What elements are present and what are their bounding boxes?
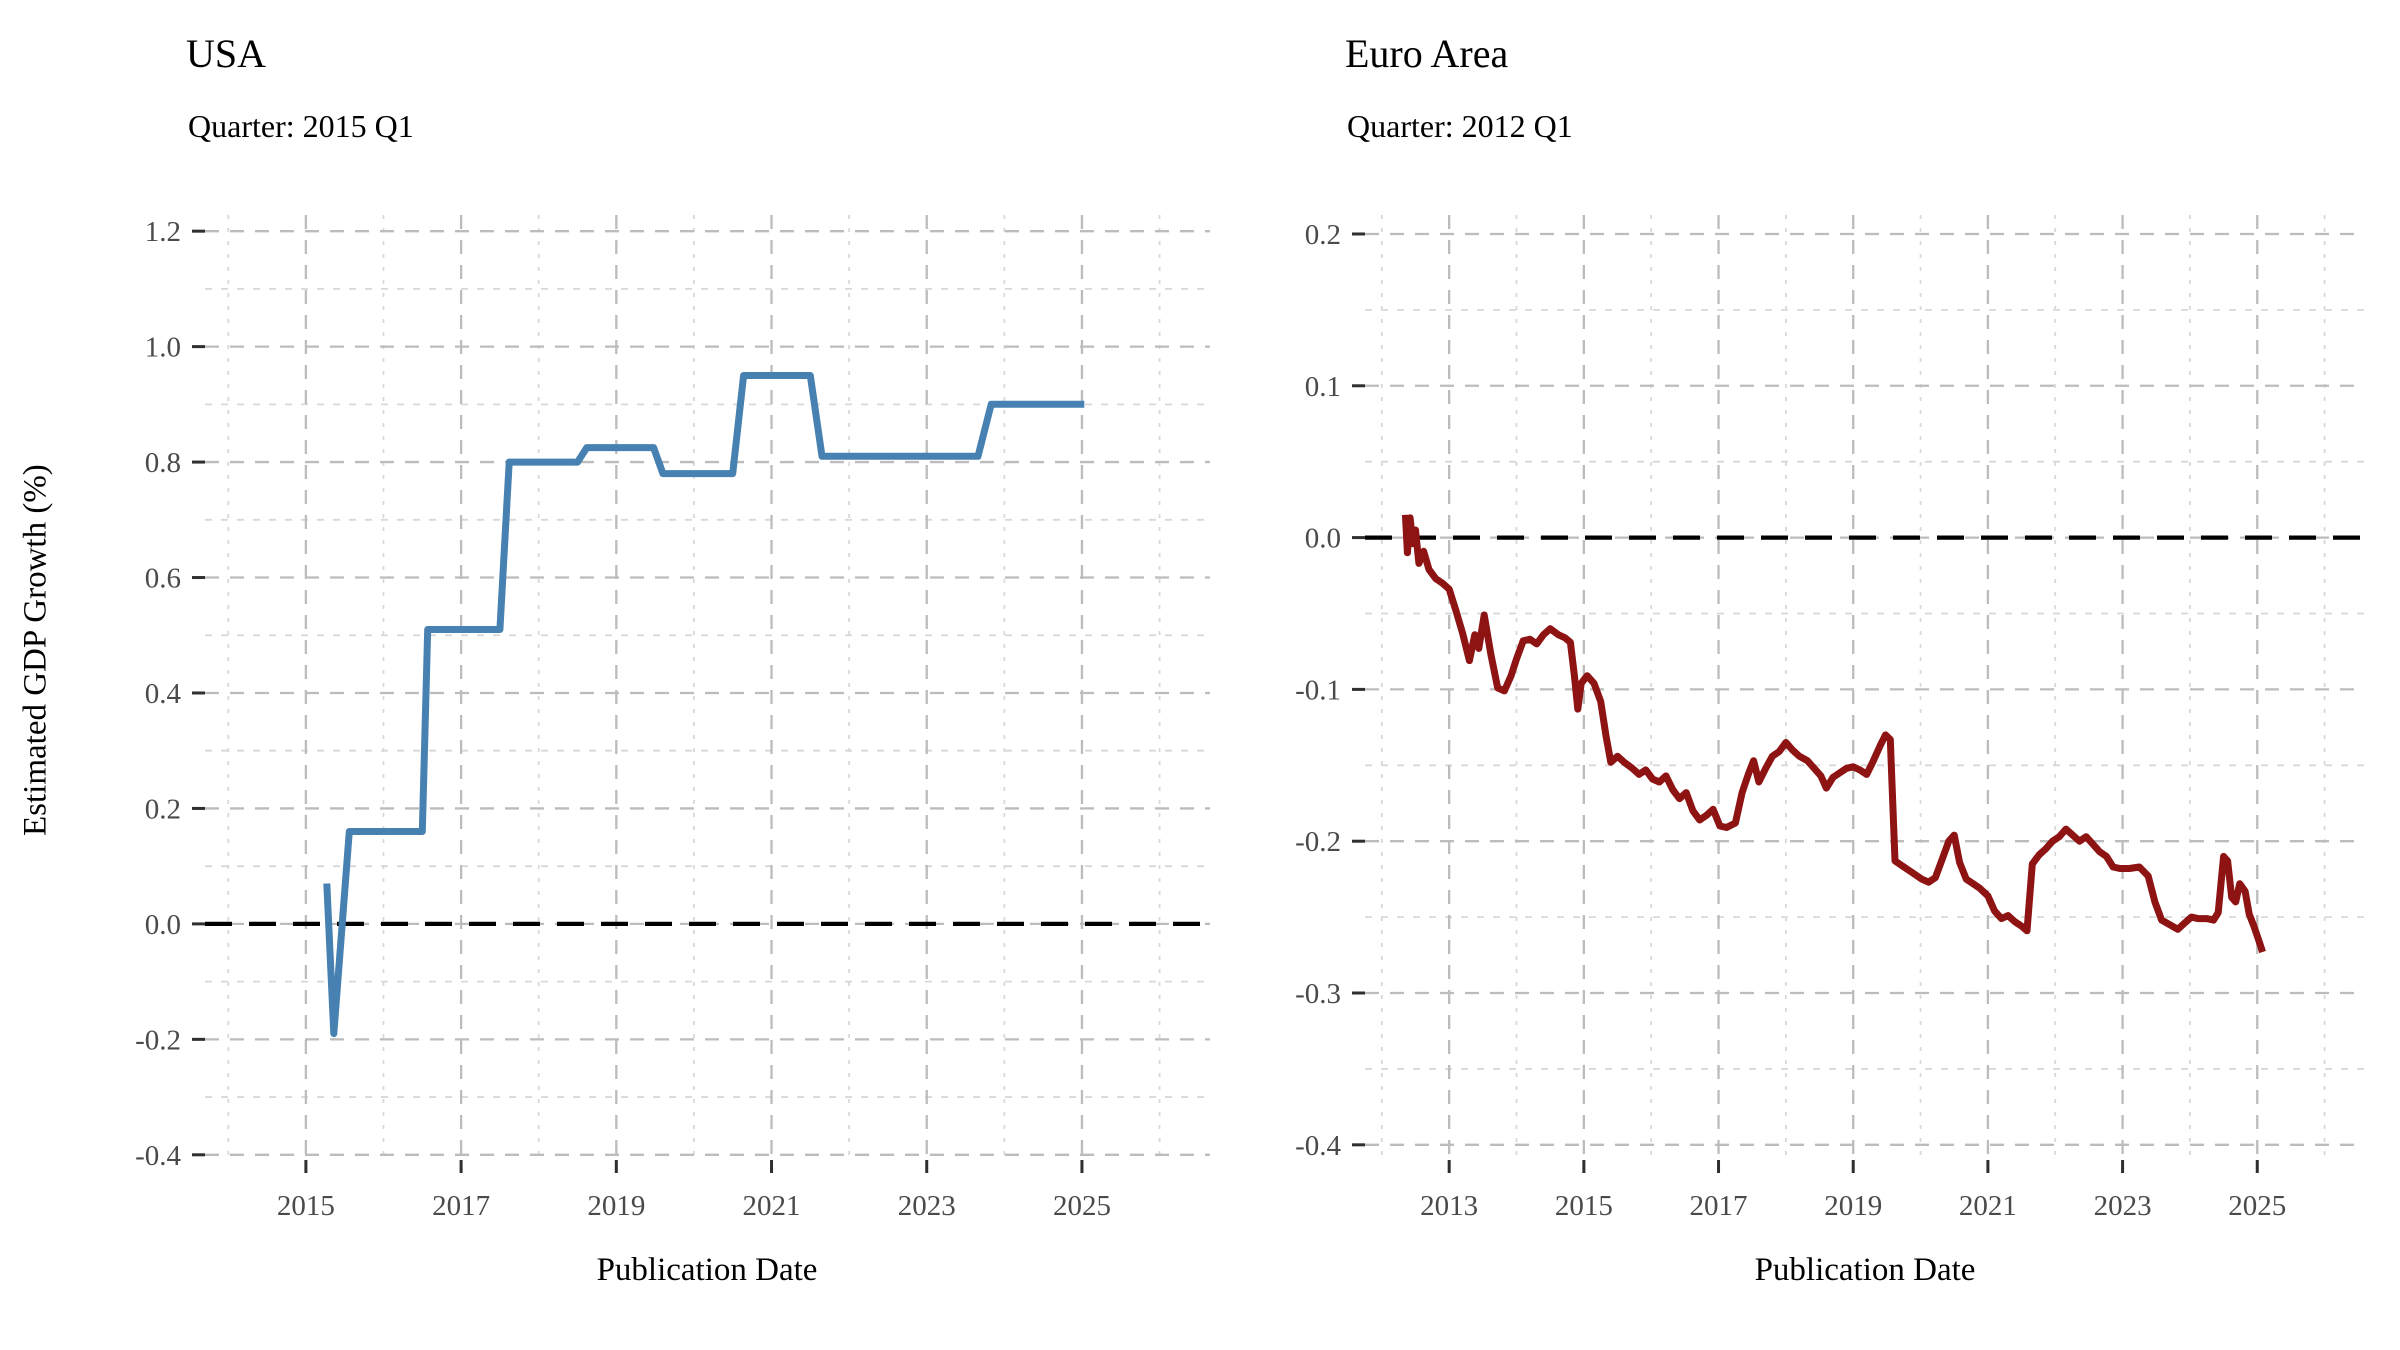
x-tick-label: 2015 (1555, 1190, 1613, 1222)
panel-subtitle-usa: Quarter: 2015 Q1 (188, 108, 414, 144)
grid-major-usa (205, 215, 1210, 1160)
panel-title-euro-area: Euro Area (1345, 31, 1509, 76)
y-tick-label: -0.3 (1295, 978, 1341, 1010)
y-tick-label: 0.0 (145, 909, 181, 941)
panel-usa: 2015 2017 2019 2021 2023 2025 1.2 1.0 0.8 0.6 0.4 0… (135, 215, 1210, 1222)
y-tick-label: 0.2 (145, 793, 181, 825)
y-tick-label: -0.2 (135, 1024, 181, 1056)
grid-minor-usa (205, 215, 1210, 1160)
grid-major-euro-area (1365, 215, 2365, 1160)
x-tick-label: 2013 (1420, 1190, 1478, 1222)
y-tick-label: 0.1 (1305, 371, 1341, 403)
y-tick-label: 0.6 (145, 563, 181, 595)
series-line-euro-area (1401, 514, 2266, 954)
x-tick-label: 2025 (2228, 1190, 2286, 1222)
y-axis-title: Estimated GDP Growth (%) (17, 464, 54, 836)
x-axis-title-euro-area: Publication Date (1754, 1252, 1976, 1288)
panel-subtitle-euro-area: Quarter: 2012 Q1 (1347, 108, 1573, 144)
panel-euro-area: 2013 2015 2017 2019 2021 2023 2025 0.2 0.1 0.0 -0.… (1295, 215, 2365, 1222)
x-axis-title-usa: Publication Date (596, 1252, 818, 1288)
x-tick-label: 2019 (1824, 1190, 1882, 1222)
y-tick-label: 0.2 (1305, 219, 1341, 251)
x-tick-label: 2017 (1690, 1190, 1748, 1222)
y-tick-label: 0.8 (145, 447, 181, 479)
y-tick-label: -0.1 (1295, 674, 1341, 706)
y-tick-label: -0.4 (135, 1140, 181, 1172)
axes-euro-area: 2013 2015 2017 2019 2021 2023 2025 0.2 0.1 0.0 -0.… (1295, 219, 2286, 1222)
axes-usa: 2015 2017 2019 2021 2023 2025 1.2 1.0 0.8 0.6 0.4 0… (135, 216, 1111, 1222)
y-tick-label: -0.4 (1295, 1130, 1341, 1162)
y-tick-label: 0.4 (145, 678, 182, 710)
y-tick-label: -0.2 (1295, 826, 1341, 858)
series-line-usa (323, 372, 1085, 1038)
x-tick-label: 2021 (743, 1190, 801, 1222)
x-tick-label: 2015 (277, 1190, 335, 1222)
x-tick-label: 2023 (898, 1190, 956, 1222)
x-tick-label: 2019 (587, 1190, 645, 1222)
x-tick-label: 2021 (1959, 1190, 2017, 1222)
y-tick-label: 0.0 (1305, 523, 1341, 555)
y-tick-label: 1.0 (145, 332, 181, 364)
x-tick-label: 2025 (1053, 1190, 1111, 1222)
y-tick-label: 1.2 (145, 216, 181, 248)
panel-title-usa: USA (186, 31, 267, 76)
grid-minor-euro-area (1365, 215, 2365, 1160)
x-tick-label: 2023 (2094, 1190, 2152, 1222)
x-tick-label: 2017 (432, 1190, 490, 1222)
